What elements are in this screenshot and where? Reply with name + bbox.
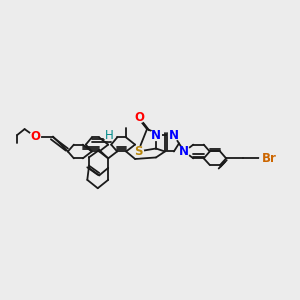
Ellipse shape [179, 146, 190, 157]
Ellipse shape [30, 131, 40, 142]
Text: H: H [104, 129, 113, 142]
Text: O: O [134, 111, 145, 124]
Text: N: N [169, 129, 179, 142]
Ellipse shape [169, 130, 179, 140]
Text: N: N [179, 145, 189, 158]
Text: S: S [134, 145, 142, 158]
Ellipse shape [133, 146, 143, 157]
Text: Br: Br [262, 152, 277, 165]
Ellipse shape [103, 130, 114, 140]
Ellipse shape [151, 130, 161, 140]
Text: O: O [30, 130, 40, 143]
Text: N: N [151, 129, 161, 142]
Ellipse shape [260, 153, 279, 164]
Ellipse shape [134, 112, 145, 122]
